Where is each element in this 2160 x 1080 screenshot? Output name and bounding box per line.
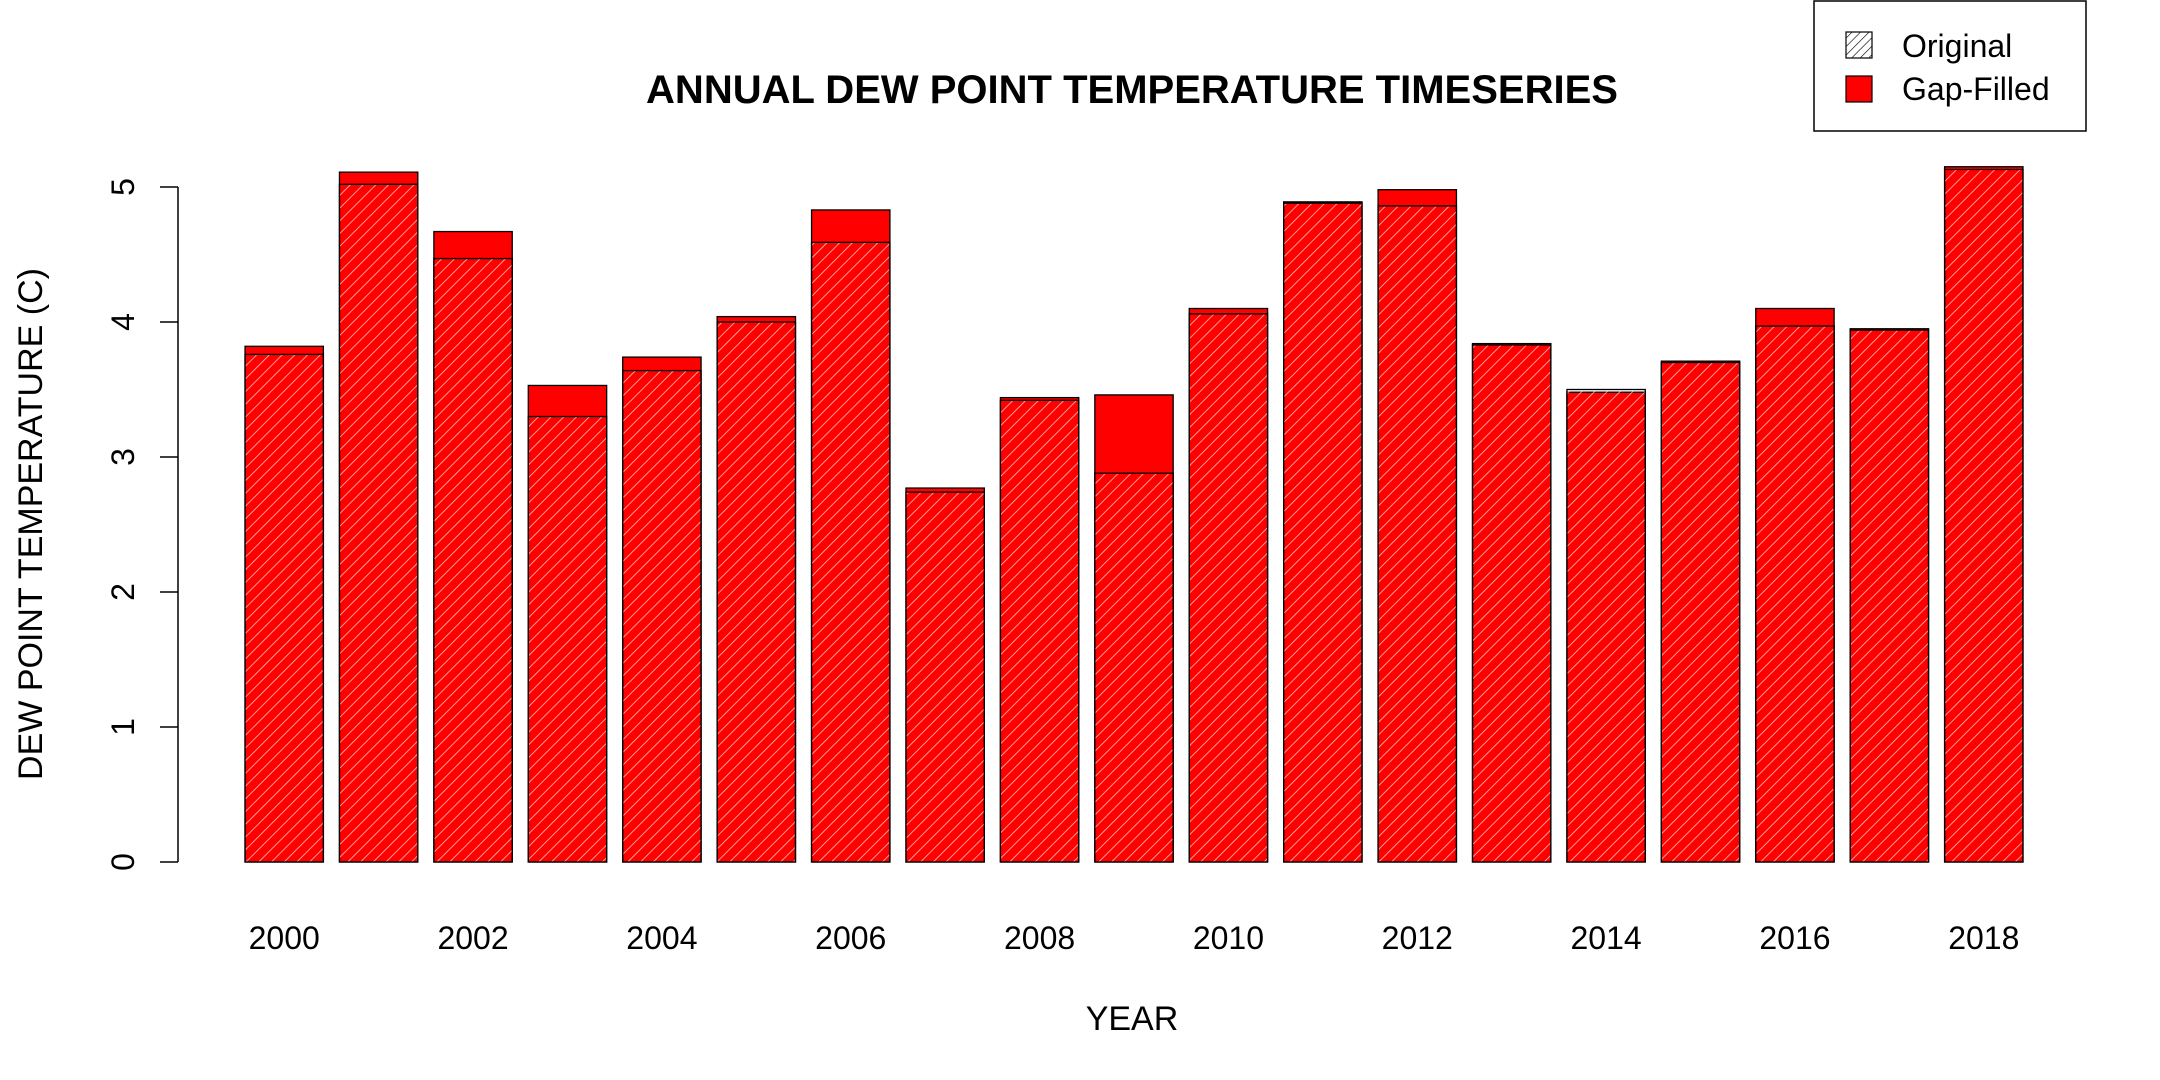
x-tick-label-2006: 2006	[815, 920, 886, 956]
legend: Original Gap-Filled	[1813, 0, 2087, 132]
bar-original-2012	[1377, 205, 1458, 863]
legend-swatch-gap-filled	[1845, 75, 1873, 103]
bar-original-2011	[1283, 202, 1363, 863]
bar-original-2001	[338, 183, 419, 863]
bar-original-2003	[527, 415, 608, 863]
x-tick-label-2012: 2012	[1382, 920, 1453, 956]
x-tick-label-2002: 2002	[437, 920, 508, 956]
x-tick-label-2016: 2016	[1759, 920, 1830, 956]
x-axis-title: YEAR	[1086, 1000, 1179, 1038]
chart-title: ANNUAL DEW POINT TEMPERATURE TIMESERIES	[646, 68, 1618, 112]
legend-label-original: Original	[1902, 28, 2012, 64]
y-tick-label-1: 1	[105, 718, 141, 736]
y-tick-label-2: 2	[105, 583, 141, 601]
x-tick-label-2004: 2004	[626, 920, 697, 956]
legend-label-gap-filled: Gap-Filled	[1902, 71, 2050, 107]
bar-original-2007	[905, 491, 985, 863]
x-tick-label-2018: 2018	[1948, 920, 2019, 956]
x-tick-label-2014: 2014	[1571, 920, 1642, 956]
bar-original-2016	[1755, 325, 1835, 863]
bars-layer	[244, 166, 2024, 863]
bar-original-2010	[1188, 313, 1269, 863]
x-tick-label-2010: 2010	[1193, 920, 1264, 956]
bar-original-2018	[1943, 168, 2024, 863]
bar-original-2000	[244, 353, 325, 863]
bar-original-2009	[1094, 472, 1174, 863]
legend-box	[1813, 0, 2087, 132]
bar-original-2002	[433, 257, 513, 863]
x-tick-label-2008: 2008	[1004, 920, 1075, 956]
y-tick-label-3: 3	[105, 448, 141, 466]
bar-original-2013	[1471, 344, 1552, 863]
bar-original-2017	[1849, 329, 1930, 863]
x-tick-label-2000: 2000	[249, 920, 320, 956]
y-tick-label-0: 0	[105, 853, 141, 871]
bar-original-2014	[1566, 388, 1646, 863]
bar-original-2005	[716, 321, 797, 863]
y-axis: 0 1 2 3 4 5	[105, 178, 179, 871]
legend-swatch-original	[1845, 31, 1873, 59]
bar-original-2004	[622, 369, 702, 863]
bar-original-2015	[1660, 361, 1741, 863]
y-tick-label-4: 4	[105, 313, 141, 331]
bar-original-2006	[810, 241, 891, 863]
y-tick-label-5: 5	[105, 178, 141, 196]
x-axis-labels: 2000 2002 2004 2006 2008 2010 2012 2014 2016 2018	[249, 920, 2020, 956]
y-axis-title: DEW POINT TEMPERATURE (C)	[12, 268, 50, 780]
bar-original-2008	[999, 399, 1080, 863]
